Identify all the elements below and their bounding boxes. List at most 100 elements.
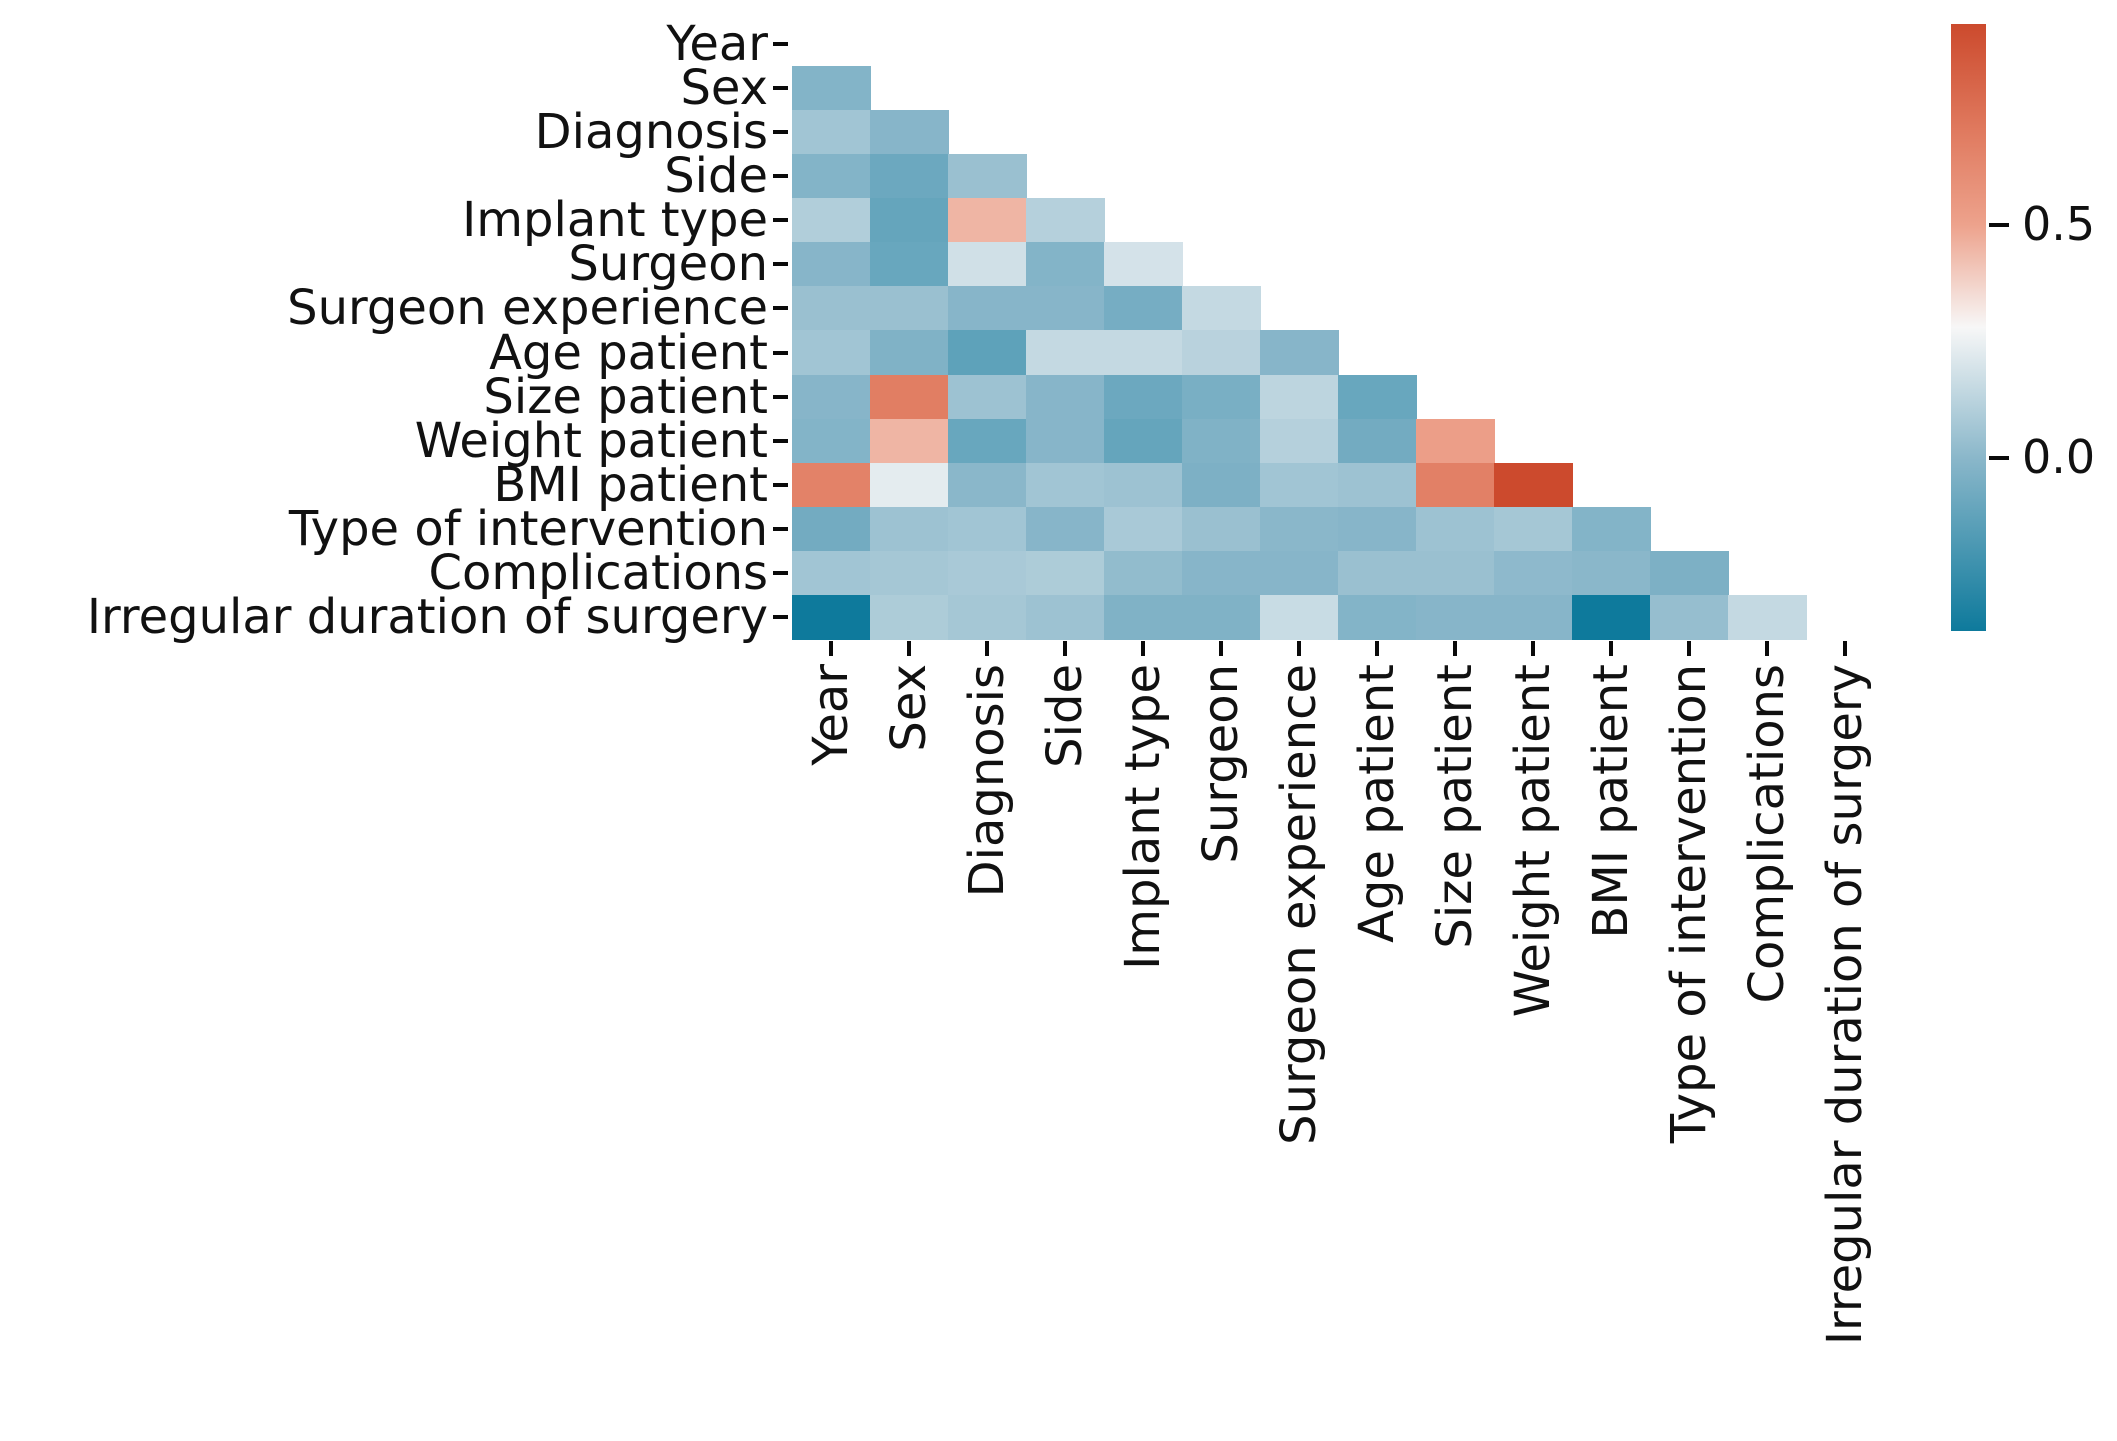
y-tick-label: Type of intervention	[288, 500, 768, 557]
heatmap-cell	[1416, 506, 1495, 552]
heatmap-cell	[870, 550, 949, 596]
x-tick-mark	[1843, 640, 1847, 656]
x-tick-mark	[1609, 640, 1613, 656]
y-tick-label: Size patient	[483, 368, 768, 425]
heatmap-cell	[948, 198, 1027, 243]
heatmap-cell	[792, 286, 871, 332]
y-tick-mark	[773, 438, 788, 443]
heatmap-cell	[1104, 594, 1183, 640]
heatmap-cell	[792, 506, 871, 552]
x-tick-mark	[1219, 640, 1223, 656]
x-tick-label-text: Irregular duration of surgery	[1817, 663, 1873, 1346]
heatmap-cell	[1026, 198, 1105, 243]
heatmap-cell	[1494, 550, 1573, 596]
heatmap-cell	[1026, 242, 1105, 287]
heatmap-cell	[792, 550, 871, 596]
heatmap-cell	[1260, 374, 1339, 420]
heatmap-cell	[1728, 594, 1807, 640]
heatmap-cell	[1494, 594, 1573, 640]
y-tick-label: Sex	[680, 60, 768, 117]
heatmap-cell	[792, 418, 871, 464]
y-tick-label: Surgeon experience	[287, 280, 768, 337]
heatmap-cell	[792, 66, 871, 111]
x-tick-label: Irregular duration of surgery	[1817, 664, 2117, 1345]
x-tick-mark	[1141, 640, 1145, 656]
y-tick-label: Irregular duration of surgery	[86, 588, 768, 645]
y-tick-label: Age patient	[489, 324, 768, 381]
heatmap-cell	[792, 198, 871, 243]
heatmap-cell	[1338, 374, 1417, 420]
y-tick-mark	[773, 262, 788, 267]
heatmap-cell	[792, 330, 871, 376]
heatmap-cell	[1026, 462, 1105, 508]
heatmap-cell	[1650, 594, 1729, 640]
heatmap-cell	[1182, 462, 1261, 508]
heatmap-cell	[870, 198, 949, 243]
heatmap-cell	[1572, 594, 1651, 640]
heatmap-cell	[792, 374, 871, 420]
heatmap-cell	[1416, 418, 1495, 464]
x-tick-mark	[907, 640, 911, 656]
x-tick-label-text: Side	[1037, 663, 1093, 768]
heatmap-cell	[948, 286, 1027, 332]
heatmap-cell	[792, 462, 871, 508]
heatmap-cell	[1182, 286, 1261, 332]
heatmap-cell	[1260, 506, 1339, 552]
y-tick-mark	[773, 350, 788, 355]
heatmap-cell	[1026, 550, 1105, 596]
y-tick-mark	[773, 86, 788, 91]
y-tick-label: Complications	[428, 544, 768, 601]
heatmap-cell	[870, 418, 949, 464]
x-tick-label-text: Year	[803, 663, 859, 766]
heatmap-cell	[948, 154, 1027, 199]
heatmap-cell	[870, 462, 949, 508]
heatmap-cell	[870, 286, 949, 332]
heatmap-cell	[1260, 462, 1339, 508]
heatmap-cell	[792, 242, 871, 287]
x-tick-mark	[1531, 640, 1535, 656]
y-tick-mark	[773, 570, 788, 575]
heatmap-cell	[948, 330, 1027, 376]
heatmap-cell	[1260, 418, 1339, 464]
y-tick-mark	[773, 482, 788, 487]
heatmap-cell	[1572, 506, 1651, 552]
heatmap-cell	[948, 418, 1027, 464]
heatmap-cell	[1650, 550, 1729, 596]
x-tick-label-text: Sex	[881, 663, 937, 752]
x-tick-label-text: Weight patient	[1505, 663, 1561, 1018]
y-tick-mark	[773, 394, 788, 399]
x-tick-mark	[1375, 640, 1379, 656]
heatmap-cell	[948, 550, 1027, 596]
y-tick-mark	[773, 306, 788, 311]
y-tick-label: Year	[666, 16, 768, 73]
heatmap-cell	[1416, 550, 1495, 596]
colorbar-tick-mark	[1989, 222, 2009, 227]
colorbar-tick-label: 0.0	[2022, 430, 2096, 485]
x-tick-label-text: Age patient	[1349, 663, 1405, 943]
heatmap-cell	[1104, 506, 1183, 552]
heatmap-cell	[792, 594, 871, 640]
heatmap-cell	[1026, 330, 1105, 376]
heatmap-cell	[1494, 506, 1573, 552]
y-tick-label: Side	[664, 148, 768, 205]
heatmap-cell	[1026, 506, 1105, 552]
x-tick-mark	[1765, 640, 1769, 656]
x-tick-label-text: Surgeon	[1193, 663, 1249, 864]
y-tick-mark	[773, 526, 788, 531]
heatmap-cell	[870, 110, 949, 155]
heatmap-cell	[1182, 374, 1261, 420]
heatmap-cell	[1182, 330, 1261, 376]
heatmap-cell	[1182, 594, 1261, 640]
heatmap-cell	[1104, 462, 1183, 508]
colorbar-tick-label: 0.5	[2022, 196, 2096, 251]
heatmap-cell	[870, 374, 949, 420]
x-tick-label-text: Complications	[1739, 663, 1795, 1004]
x-tick-mark	[1453, 640, 1457, 656]
heatmap-cell	[1104, 418, 1183, 464]
x-tick-mark	[1687, 640, 1691, 656]
heatmap-cell	[1026, 286, 1105, 332]
heatmap-cell	[1104, 330, 1183, 376]
y-tick-mark	[773, 42, 788, 47]
x-tick-label-text: Implant type	[1115, 663, 1171, 970]
